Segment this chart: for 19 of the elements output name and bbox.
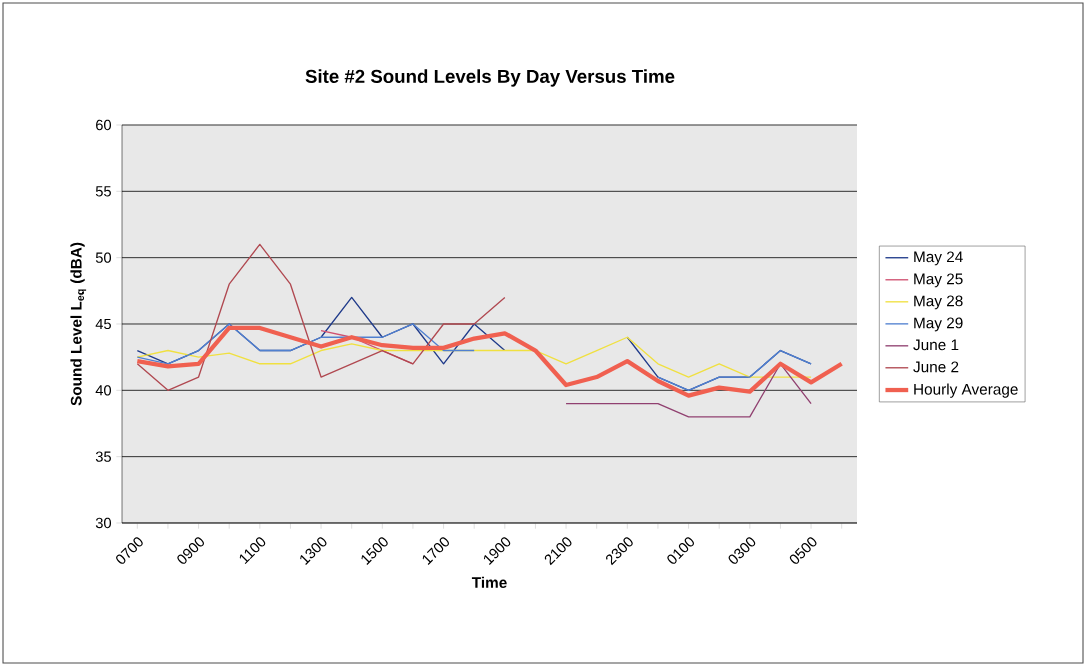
x-axis-title: Time	[471, 576, 507, 588]
y-tick-label: 60	[96, 119, 112, 131]
legend-label: May 25	[914, 273, 963, 288]
chart-title: Site #2 Sound Levels By Day Versus Time	[305, 69, 675, 87]
line-series	[136, 243, 506, 391]
line-series	[135, 325, 844, 398]
y-tick-label: 55	[95, 186, 111, 197]
y-tick-label: 40	[95, 385, 112, 396]
legend-label: June 2	[913, 361, 959, 373]
legend-label: June 1	[913, 339, 959, 351]
y-tick-label: 45	[95, 318, 111, 330]
legend-label: Hourly Average	[914, 383, 1018, 398]
y-tick-label: 30	[95, 517, 112, 529]
legend-label: May 24	[914, 251, 963, 266]
legend-label: May 29	[914, 317, 963, 332]
y-tick-label: 50	[95, 252, 112, 263]
y-axis-title: Sound Level L$_{eq}$ (dBA)	[70, 242, 87, 406]
y-tick-label: 35	[95, 451, 111, 462]
legend-label: May 28	[914, 295, 963, 310]
